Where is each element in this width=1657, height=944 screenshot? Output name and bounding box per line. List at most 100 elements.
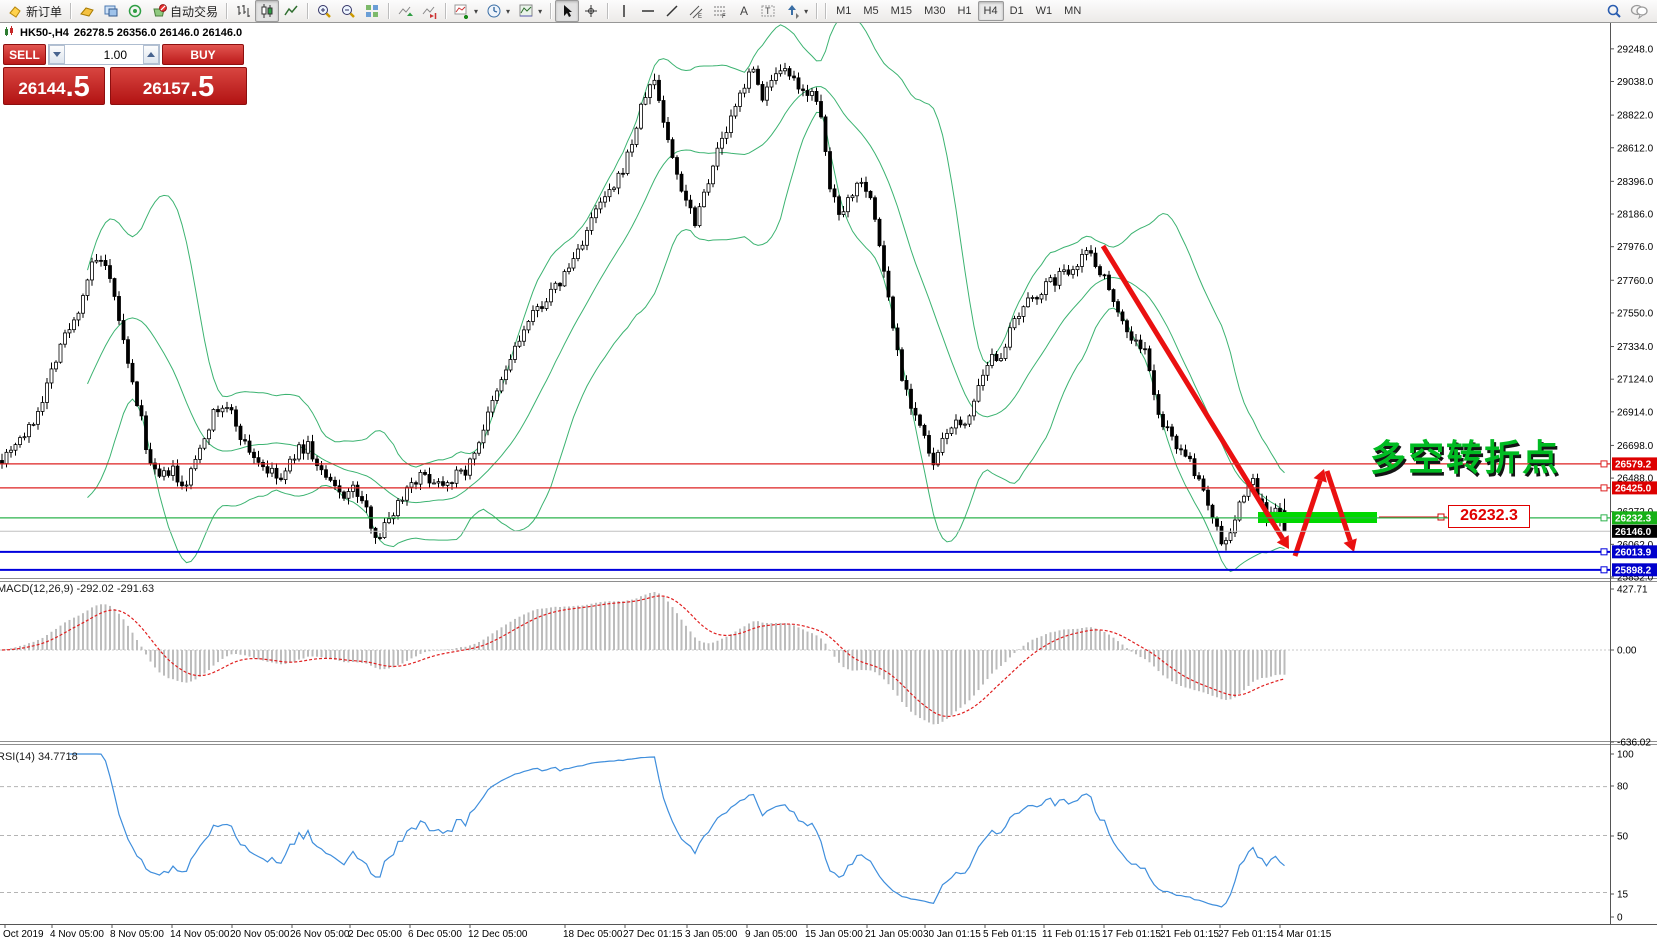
candle-body: [913, 407, 918, 416]
timeframe-button-d1[interactable]: D1: [1009, 5, 1024, 17]
volume-stepper: 1.00: [48, 44, 160, 65]
trendline-button[interactable]: [660, 0, 684, 22]
fibonacci-button[interactable]: F: [708, 0, 732, 22]
macd-histogram-bar: [761, 622, 764, 650]
tile-windows-button[interactable]: [360, 0, 384, 22]
new-order-button[interactable]: 新订单: [3, 0, 66, 22]
line-end-marker[interactable]: [1600, 484, 1608, 492]
sell-button[interactable]: SELL: [3, 44, 46, 65]
zoom-in-button[interactable]: [312, 0, 336, 22]
candle-body: [603, 196, 607, 203]
cursor-button[interactable]: [555, 0, 580, 22]
macd-histogram-bar: [1135, 650, 1137, 655]
macd-histogram-bar: [257, 650, 260, 660]
candlestick-chart-icon: [259, 3, 275, 19]
crosshair-button[interactable]: [579, 0, 603, 22]
indicators-button[interactable]: ▾: [450, 0, 482, 22]
candle-body: [499, 379, 504, 392]
label-button[interactable]: T: [756, 0, 780, 22]
macd-histogram-bar: [478, 641, 480, 650]
macd-histogram-bar: [167, 650, 170, 679]
horizontal-line-icon: [640, 3, 656, 19]
zoom-out-button[interactable]: [336, 0, 360, 22]
toolbar: 新订单 自动交易 ▾ ▾ ▾ E F A T ▾ M1 M5 M15 M30 H1 H4 D1 W1 MN: [0, 0, 1657, 23]
price-callout-label[interactable]: 26232.3: [1448, 505, 1530, 528]
macd-histogram-bar: [1108, 634, 1110, 650]
line-end-marker[interactable]: [1600, 514, 1608, 522]
timeframe-button-m5[interactable]: M5: [863, 5, 879, 17]
sell-price-display[interactable]: 26144.5: [3, 67, 106, 105]
timeframe-button-w1[interactable]: W1: [1035, 5, 1053, 17]
main-price-pane[interactable]: [0, 16, 1287, 573]
text-button[interactable]: A: [732, 0, 756, 22]
line-end-marker[interactable]: [1600, 460, 1608, 468]
line-end-marker[interactable]: [1600, 548, 1608, 556]
line-chart-button[interactable]: [279, 0, 303, 22]
line-end-marker[interactable]: [1600, 566, 1608, 574]
candle-body: [1012, 318, 1017, 329]
macd-histogram-bar: [685, 625, 687, 650]
macd-histogram-bar: [937, 650, 939, 724]
channel-button[interactable]: E: [684, 0, 708, 22]
candle-body: [810, 91, 814, 96]
community-icon[interactable]: [1630, 3, 1648, 19]
volume-decrease-button[interactable]: [49, 45, 65, 64]
auto-scroll-button[interactable]: [393, 0, 417, 22]
buy-button[interactable]: BUY: [162, 44, 244, 65]
candle-body: [711, 165, 715, 185]
volume-increase-button[interactable]: [143, 45, 159, 64]
macd-histogram-bar: [820, 638, 822, 650]
profiles-button[interactable]: [75, 0, 99, 22]
timeframe-button-h4[interactable]: H4: [977, 1, 1004, 21]
timeframe-button-m15[interactable]: M15: [890, 5, 913, 17]
timeframe-button-m30[interactable]: M30: [924, 5, 946, 17]
timeframe-button-h1[interactable]: H1: [957, 5, 972, 17]
candle-body: [1044, 281, 1048, 295]
periods-button[interactable]: ▾: [482, 0, 514, 22]
macd-histogram-bar: [1211, 650, 1214, 696]
macd-histogram-bar: [271, 650, 273, 663]
candle-body: [567, 267, 571, 272]
candle-body: [1048, 277, 1053, 283]
horizontal-line-button[interactable]: [636, 0, 660, 22]
timeframe-button-mn[interactable]: MN: [1064, 5, 1082, 17]
macd-histogram-bar: [244, 650, 246, 656]
toolbar-separator: [825, 3, 827, 19]
buy-price-display[interactable]: 26157.5: [110, 67, 247, 105]
macd-histogram-bar: [1085, 627, 1088, 650]
chart-shift-button[interactable]: [417, 0, 441, 22]
macd-histogram-bar: [1, 650, 3, 651]
templates-button[interactable]: ▾: [514, 0, 546, 22]
time-tick-label: 27 Dec 01:15: [623, 929, 683, 940]
signals-button[interactable]: [123, 0, 147, 22]
bar-chart-button[interactable]: [231, 0, 255, 22]
macd-histogram-bar: [1018, 649, 1020, 650]
rsi-pane[interactable]: [0, 753, 1610, 908]
macd-histogram-bar: [410, 650, 413, 659]
trend-arrow-line[interactable]: [1324, 470, 1353, 542]
candle-body: [445, 482, 450, 486]
candle-body: [468, 458, 472, 476]
price-tick-label: 27976.0: [1617, 242, 1654, 253]
price-line-tag: [1612, 545, 1657, 559]
macd-histogram-bar: [1225, 650, 1227, 700]
charts-window-button[interactable]: [99, 0, 123, 22]
candle-body: [261, 461, 265, 468]
timeframe-button-m1[interactable]: M1: [836, 5, 852, 17]
turning-point-annotation[interactable]: 多空转折点: [1370, 437, 1561, 479]
auto-trading-button[interactable]: 自动交易: [147, 0, 222, 22]
candlestick-chart-button[interactable]: [255, 0, 280, 22]
arrows-button[interactable]: ▾: [780, 0, 812, 22]
trend-arrow-line[interactable]: [1100, 244, 1285, 541]
volume-value[interactable]: 1.00: [65, 45, 143, 64]
macd-histogram-bar: [181, 650, 183, 683]
macd-histogram-bar: [1216, 650, 1218, 698]
macd-pane[interactable]: [0, 592, 1610, 725]
candle-body: [306, 441, 310, 454]
macd-histogram-bar: [1103, 631, 1106, 650]
search-icon[interactable]: [1606, 3, 1622, 19]
macd-histogram-bar: [217, 650, 219, 663]
macd-histogram-bar: [550, 607, 552, 650]
vertical-line-button[interactable]: [612, 0, 636, 22]
